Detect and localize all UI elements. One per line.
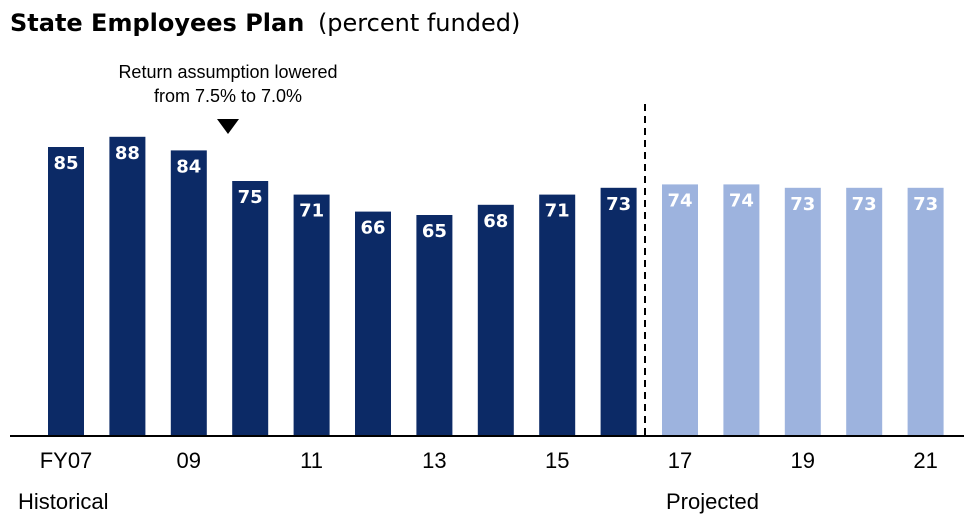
data-label: 68	[483, 211, 508, 232]
bar	[416, 215, 453, 436]
bar	[662, 184, 698, 436]
data-label: 66	[360, 218, 385, 239]
data-label: 84	[176, 156, 201, 177]
x-tick-label: 09	[177, 448, 201, 473]
data-label: 74	[729, 190, 754, 211]
data-label: 85	[53, 153, 78, 174]
chart-subtitle: (percent funded)	[318, 9, 520, 37]
annotation: from 7.5% to 7.0%	[154, 86, 302, 106]
bar	[784, 187, 821, 436]
bar	[355, 211, 391, 436]
data-label: 73	[852, 194, 877, 215]
bar	[907, 187, 944, 436]
x-tick-label: 19	[791, 448, 815, 473]
annotation-arrow	[217, 119, 239, 134]
x-tick-label: FY07	[40, 448, 93, 473]
bar	[539, 194, 576, 436]
data-label: 74	[667, 190, 692, 211]
bar	[48, 147, 84, 436]
x-tick-label: 15	[545, 448, 569, 473]
bar	[170, 150, 207, 436]
bar	[477, 204, 514, 436]
bar	[846, 187, 883, 436]
data-label: 71	[545, 201, 570, 222]
data-label: 75	[238, 187, 263, 208]
series-label: Projected	[666, 489, 759, 514]
bar	[723, 184, 760, 436]
data-label: 88	[115, 143, 140, 164]
bar	[600, 187, 637, 436]
data-label: 65	[422, 221, 447, 242]
chart-heading: State Employees Plan (percent funded)	[10, 9, 520, 37]
chart-title: State Employees Plan	[10, 9, 304, 37]
x-tick-label: 13	[422, 448, 446, 473]
data-label: 73	[606, 194, 631, 215]
bar	[293, 194, 330, 436]
x-tick-label: 17	[668, 448, 692, 473]
data-label: 73	[790, 194, 815, 215]
bar	[232, 181, 269, 436]
x-tick-label: 21	[913, 448, 937, 473]
x-tick-label: 11	[300, 448, 323, 473]
annotation: Return assumption lowered	[118, 62, 337, 82]
series-label: Historical	[18, 489, 108, 514]
data-label: 71	[299, 201, 324, 222]
bar	[109, 136, 146, 437]
data-label: 73	[913, 194, 938, 215]
